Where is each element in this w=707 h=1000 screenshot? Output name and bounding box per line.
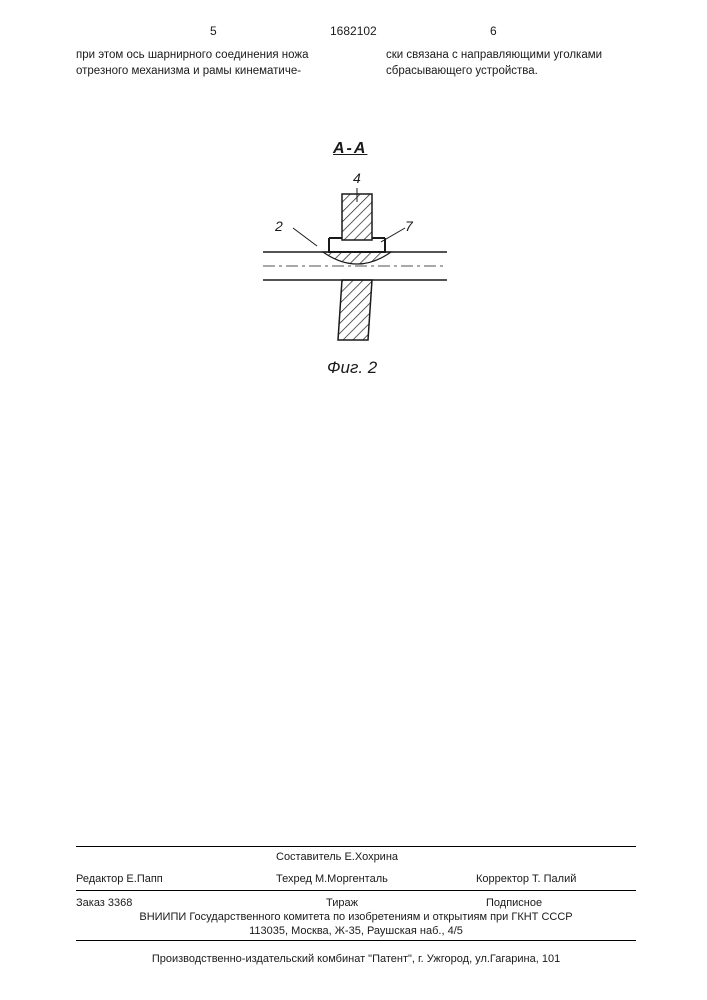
page-number-left: 5 — [210, 24, 217, 38]
label: Составитель — [276, 851, 341, 863]
name: М.Моргенталь — [315, 873, 388, 885]
credits-2: Редактор Е.Папп Техред М.Моргенталь Корр… — [76, 872, 636, 892]
label: Заказ — [76, 897, 105, 909]
value: 3368 — [108, 897, 132, 909]
name: Е.Папп — [126, 873, 162, 885]
name: Е.Хохрина — [344, 851, 398, 863]
document-number: 1682102 — [330, 24, 377, 38]
page-number-right: 6 — [490, 24, 497, 38]
techred: Техред М.Моргенталь — [276, 872, 388, 888]
figure-svg — [245, 180, 465, 360]
imprint-address: 113035, Москва, Ж-35, Раушская наб., 4/5 — [76, 924, 636, 940]
rule — [76, 940, 636, 941]
label: Корректор — [476, 873, 529, 885]
figure-caption: Фиг. 2 — [327, 358, 377, 378]
imprint-printer: Производственно-издательский комбинат "П… — [76, 952, 636, 968]
rule — [76, 846, 636, 847]
compiler: Составитель Е.Хохрина — [276, 850, 398, 866]
label: Техред — [276, 873, 312, 885]
name: Т. Палий — [532, 873, 576, 885]
figure-2: А-А 4 2 7 — [245, 140, 465, 400]
imprint-order: Заказ 3368 Тираж Подписное — [76, 896, 636, 910]
patent-page: 5 1682102 6 при этом ось шарнирного соед… — [0, 0, 707, 1000]
corrector: Корректор Т. Палий — [476, 872, 576, 888]
label: Редактор — [76, 873, 123, 885]
editor: Редактор Е.Папп — [76, 872, 163, 888]
section-label: А-А — [333, 140, 367, 158]
body-column-left: при этом ось шарнирного соединения ножа … — [76, 48, 346, 79]
body-column-right: ски связана с направляющими уголками сбр… — [386, 48, 656, 79]
